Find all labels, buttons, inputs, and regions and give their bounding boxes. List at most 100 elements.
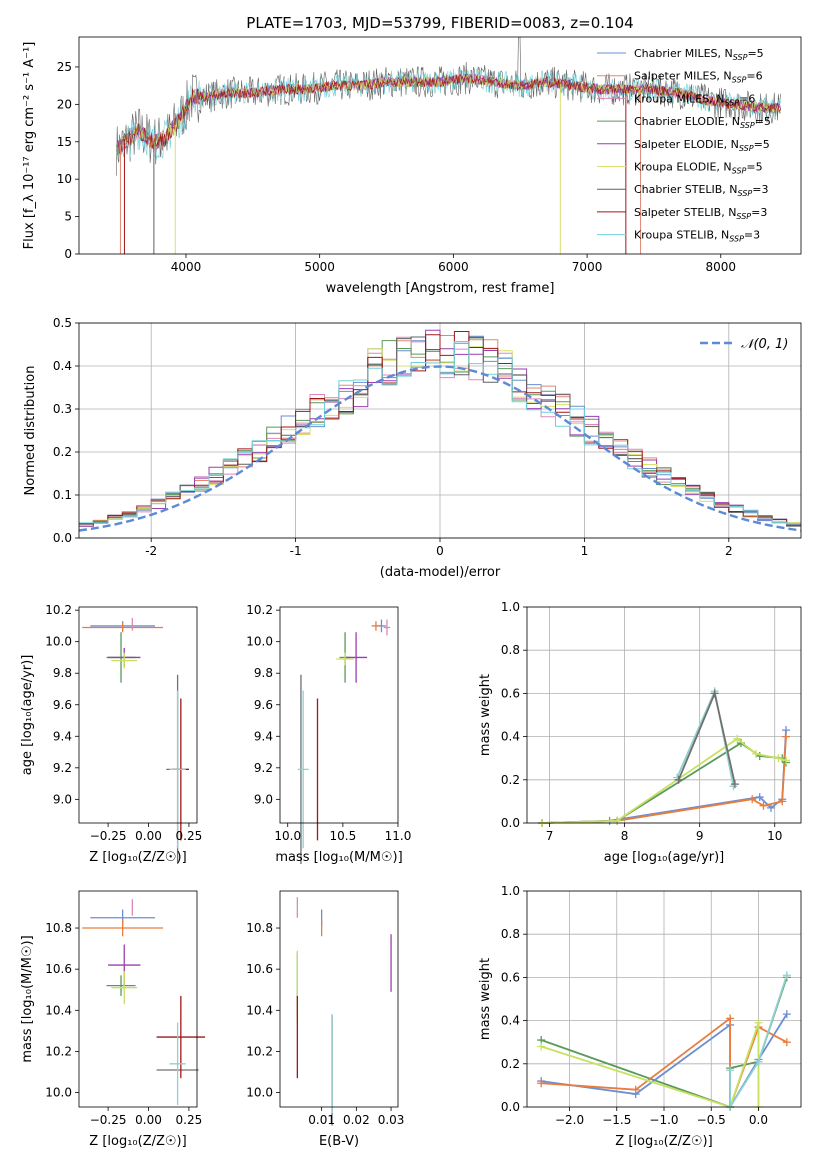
mass_vs_ebv-panel: 0.01 0.02 0.03 10.0 10.2 10.4 10.6 10.8 E(B-V) bbox=[246, 890, 404, 1149]
weight-marker bbox=[710, 689, 719, 698]
weight_vs_age-y-tick-label: 0.2 bbox=[501, 773, 520, 787]
spectrum-x-axis-label: wavelength [Angstrom, rest frame] bbox=[326, 281, 555, 296]
mass_vs_Z-y-tick-label: 10.6 bbox=[45, 962, 72, 976]
age_vs_mass-plot-area bbox=[297, 619, 391, 864]
spectrum-y-axis-label: Flux [f_λ 10⁻¹⁷ erg cm⁻² s⁻¹ A⁻¹] bbox=[22, 42, 37, 250]
weight-marker bbox=[726, 1014, 735, 1023]
mass_vs_ebv-plot-area bbox=[296, 897, 392, 1126]
errorbar-point bbox=[383, 619, 391, 636]
weight_vs_age-x-tick-label: 10 bbox=[767, 829, 782, 843]
weight_vs_Z-panel: −2.0 −1.5 −1.0 −0.5 0.0 0.0 0.2 0.4 0.6 0.8 1.0 Z [… bbox=[478, 884, 802, 1149]
weight-marker bbox=[781, 756, 790, 765]
residual_hist-plot-area bbox=[79, 329, 801, 532]
residual_hist-y-tick-label: 0.4 bbox=[53, 359, 72, 373]
weight_vs_age-y-axis-label: mass weight bbox=[478, 674, 493, 756]
age_vs_mass-y-tick-label: 10.2 bbox=[246, 603, 273, 617]
age_vs_Z-y-tick-label: 9.2 bbox=[53, 761, 72, 775]
weight-marker bbox=[766, 803, 775, 812]
legend-label: Chabrier STELIB, NSSP=3 bbox=[634, 183, 768, 198]
age_vs_Z-y-tick-label: 9.6 bbox=[53, 698, 72, 712]
mass_vs_Z-frame bbox=[78, 890, 198, 1108]
legend-label: Kroupa ELODIE, NSSP=5 bbox=[634, 161, 763, 176]
weight_vs_age-plot-area bbox=[538, 687, 790, 827]
weight-marker bbox=[751, 749, 760, 758]
mass_vs_ebv-x-tick-label: 0.01 bbox=[308, 1113, 335, 1127]
residual_hist-y-axis-label: Normed distribution bbox=[23, 366, 38, 496]
weight_vs_age-panel: 7 8 9 10 0.0 0.2 0.4 0.6 0.8 1.0 age [log₁₀(age/yr… bbox=[478, 600, 802, 865]
errorbar-point bbox=[297, 690, 309, 849]
mass_vs_ebv-y-tick-label: 10.4 bbox=[246, 1003, 273, 1017]
age_vs_Z-x-axis-label: Z [log₁₀(Z/Z☉)] bbox=[89, 850, 186, 865]
weight_vs_Z-y-tick-label: 0.8 bbox=[501, 927, 520, 941]
weight_vs_age-y-tick-label: 0.6 bbox=[501, 686, 520, 700]
weight_vs_age-x-tick-label: 7 bbox=[546, 829, 554, 843]
weight_vs_Z-x-tick-label: −2.0 bbox=[555, 1113, 584, 1127]
weight_vs_age-y-tick-label: 0.4 bbox=[501, 730, 520, 744]
age_vs_mass-x-axis-label: mass [log₁₀(M/M☉)] bbox=[275, 850, 402, 865]
weight-marker bbox=[726, 1066, 735, 1075]
errorbar-point bbox=[156, 995, 206, 1079]
weight_vs_Z-y-tick-label: 0.6 bbox=[501, 970, 520, 984]
errorbar-point bbox=[111, 971, 138, 1005]
mass_vs_ebv-y-tick-label: 10.6 bbox=[246, 962, 273, 976]
spectrum-legend: Chabrier MILES, NSSP=5 Salpeter MILES, NS… bbox=[597, 47, 771, 244]
hist-legend: 𝒩(0, 1) bbox=[700, 337, 788, 352]
age_vs_mass-panel: 10.0 10.5 11.0 9.0 9.2 9.4 9.6 9.8 10.0 10.2 mass … bbox=[246, 603, 411, 865]
age_vs_Z-x-tick-label: 0.00 bbox=[135, 829, 162, 843]
weight_vs_age-x-axis-label: age [log₁₀(age/yr)] bbox=[604, 850, 725, 865]
mass_vs_ebv-y-tick-label: 10.8 bbox=[246, 921, 273, 935]
spectrum-y-tick-label: 10 bbox=[57, 172, 72, 186]
legend-label: Chabrier MILES, NSSP=5 bbox=[634, 47, 764, 62]
weight-marker bbox=[674, 775, 683, 784]
legend-label: 𝒩(0, 1) bbox=[741, 337, 788, 352]
mass_vs_Z-x-tick-label: 0.25 bbox=[176, 1113, 203, 1127]
spectrum-plot-area bbox=[116, 37, 781, 254]
errorbar-point bbox=[82, 919, 164, 937]
weight_vs_age-y-tick-label: 0.0 bbox=[501, 816, 520, 830]
weight-marker bbox=[781, 732, 790, 741]
spectrum-x-tick-label: 6000 bbox=[438, 260, 469, 274]
age_vs_mass-y-tick-label: 9.2 bbox=[254, 761, 273, 775]
mass_vs_Z-x-axis-label: Z [log₁₀(Z/Z☉)] bbox=[89, 1134, 186, 1149]
spectrum-y-tick-label: 5 bbox=[64, 210, 72, 224]
weight-marker bbox=[755, 793, 764, 802]
mass_vs_Z-x-tick-label: 0.00 bbox=[135, 1113, 162, 1127]
residual_hist-y-tick-label: 0.0 bbox=[53, 531, 72, 545]
age_vs_Z-y-tick-label: 9.4 bbox=[53, 729, 72, 743]
spectrum-x-tick-label: 4000 bbox=[171, 260, 202, 274]
weight_vs_age-y-tick-label: 0.8 bbox=[501, 643, 520, 657]
legend-label: Salpeter STELIB, NSSP=3 bbox=[634, 206, 767, 221]
age_vs_Z-x-tick-label: 0.25 bbox=[176, 829, 203, 843]
residual_hist-x-tick-label: 0 bbox=[436, 544, 444, 558]
spectrum-x-tick-label: 5000 bbox=[304, 260, 335, 274]
spectrum-x-tick-label: 7000 bbox=[572, 260, 603, 274]
weight-line bbox=[541, 1016, 788, 1108]
weight-line bbox=[541, 742, 787, 824]
mass_vs_ebv-y-tick-label: 10.0 bbox=[246, 1086, 273, 1100]
age_vs_mass-x-tick-label: 11.0 bbox=[385, 829, 412, 843]
weight-marker bbox=[748, 795, 757, 804]
age_vs_Z-y-tick-label: 10.0 bbox=[45, 635, 72, 649]
weight_vs_Z-x-tick-label: −1.0 bbox=[649, 1113, 678, 1127]
mass_vs_Z-y-tick-label: 10.8 bbox=[45, 921, 72, 935]
spectrum-x-tick-label: 8000 bbox=[706, 260, 737, 274]
weight_vs_Z-x-tick-label: −1.5 bbox=[602, 1113, 631, 1127]
weight-line bbox=[541, 737, 787, 824]
mass_vs_Z-y-tick-label: 10.2 bbox=[45, 1044, 72, 1058]
age_vs_Z-y-tick-label: 9.0 bbox=[53, 792, 72, 806]
residual_hist-y-tick-label: 0.1 bbox=[53, 488, 72, 502]
mass_vs_ebv-x-tick-label: 0.02 bbox=[343, 1113, 370, 1127]
spectrum-y-tick-label: 0 bbox=[64, 247, 72, 261]
weight-marker bbox=[782, 971, 791, 980]
errorbar-point bbox=[169, 690, 186, 849]
weight_vs_Z-y-tick-label: 1.0 bbox=[501, 884, 520, 898]
mass_vs_ebv-y-tick-label: 10.2 bbox=[246, 1044, 273, 1058]
weight_vs_age-x-tick-label: 9 bbox=[696, 829, 704, 843]
weight-marker bbox=[782, 1038, 791, 1047]
mass_vs_Z-y-tick-label: 10.4 bbox=[45, 1003, 72, 1017]
weight-marker bbox=[782, 1010, 791, 1019]
weight_vs_age-y-tick-label: 1.0 bbox=[501, 600, 520, 614]
age_vs_mass-y-tick-label: 9.6 bbox=[254, 698, 273, 712]
errorbar-point bbox=[336, 652, 354, 666]
